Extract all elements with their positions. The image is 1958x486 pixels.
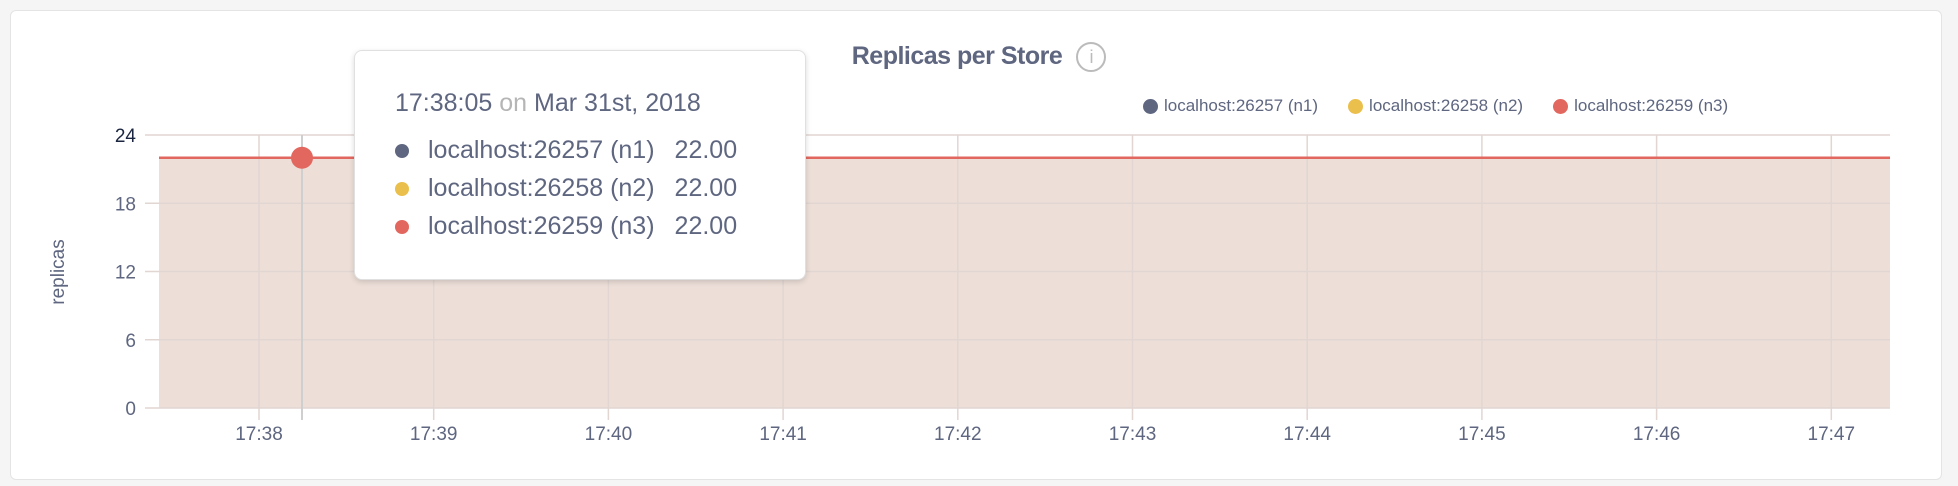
y-tick-label: 6: [125, 331, 136, 352]
x-tick-label: 17:44: [1283, 424, 1331, 445]
x-tick-label: 17:47: [1808, 424, 1856, 445]
chart-title: Replicas per Store i: [0, 42, 1958, 73]
tooltip-on: on: [499, 89, 528, 117]
legend-item-n1[interactable]: localhost:26257 (n1): [1143, 96, 1318, 116]
legend-dot-icon: [1553, 98, 1569, 114]
legend-item-n3[interactable]: localhost:26259 (n3): [1553, 96, 1728, 116]
legend-item-n2[interactable]: localhost:26258 (n2): [1348, 96, 1523, 116]
x-tick-label: 17:40: [585, 424, 633, 445]
legend-label: localhost:26259 (n3): [1574, 96, 1729, 115]
tooltip-value: 22.00: [674, 174, 738, 202]
tooltip-value: 22.00: [674, 136, 738, 164]
tooltip-label: localhost:26259 (n3): [428, 212, 655, 240]
tooltip-time: 17:38:05: [395, 89, 493, 117]
y-axis-label: replicas: [48, 239, 69, 304]
x-tick-label: 17:39: [410, 424, 458, 445]
x-tick-label: 17:43: [1109, 424, 1157, 445]
tooltip-header: 17:38:05 on Mar 31st, 2018: [395, 89, 701, 118]
legend-dot-icon: [1143, 98, 1158, 114]
x-tick-label: 17:42: [934, 424, 982, 445]
y-tick-label: 24: [115, 126, 137, 147]
info-icon[interactable]: i: [1076, 42, 1107, 73]
tooltip-row: localhost:26259 (n3) 22.00: [395, 212, 737, 241]
hover-point: [291, 146, 313, 169]
tooltip-date: Mar 31st, 2018: [534, 89, 701, 117]
tooltip-label: localhost:26257 (n1): [428, 136, 655, 164]
series-dot-icon: [395, 143, 409, 158]
legend-label: localhost:26258 (n2): [1369, 96, 1524, 115]
legend: localhost:26257 (n1) localhost:26258 (n2…: [1143, 96, 1728, 116]
tooltip-row: localhost:26257 (n1) 22.00: [395, 136, 737, 165]
x-tick-label: 17:41: [759, 424, 807, 445]
series-dot-icon: [395, 219, 409, 234]
chart-title-text: Replicas per Store: [851, 42, 1063, 70]
x-tick-label: 17:46: [1633, 424, 1681, 445]
y-tick-label: 12: [115, 263, 136, 284]
tooltip-label: localhost:26258 (n2): [428, 174, 655, 202]
legend-dot-icon: [1348, 98, 1364, 114]
x-tick-label: 17:38: [235, 424, 283, 445]
series-dot-icon: [395, 181, 409, 196]
legend-label: localhost:26257 (n1): [1164, 96, 1319, 115]
y-tick-label: 18: [115, 194, 136, 215]
tooltip-value: 22.00: [674, 212, 738, 240]
tooltip-row: localhost:26258 (n2) 22.00: [395, 174, 737, 203]
x-tick-label: 17:45: [1458, 424, 1506, 445]
hover-tooltip: 17:38:05 on Mar 31st, 2018 localhost:262…: [354, 50, 806, 280]
y-tick-label: 0: [125, 399, 136, 420]
